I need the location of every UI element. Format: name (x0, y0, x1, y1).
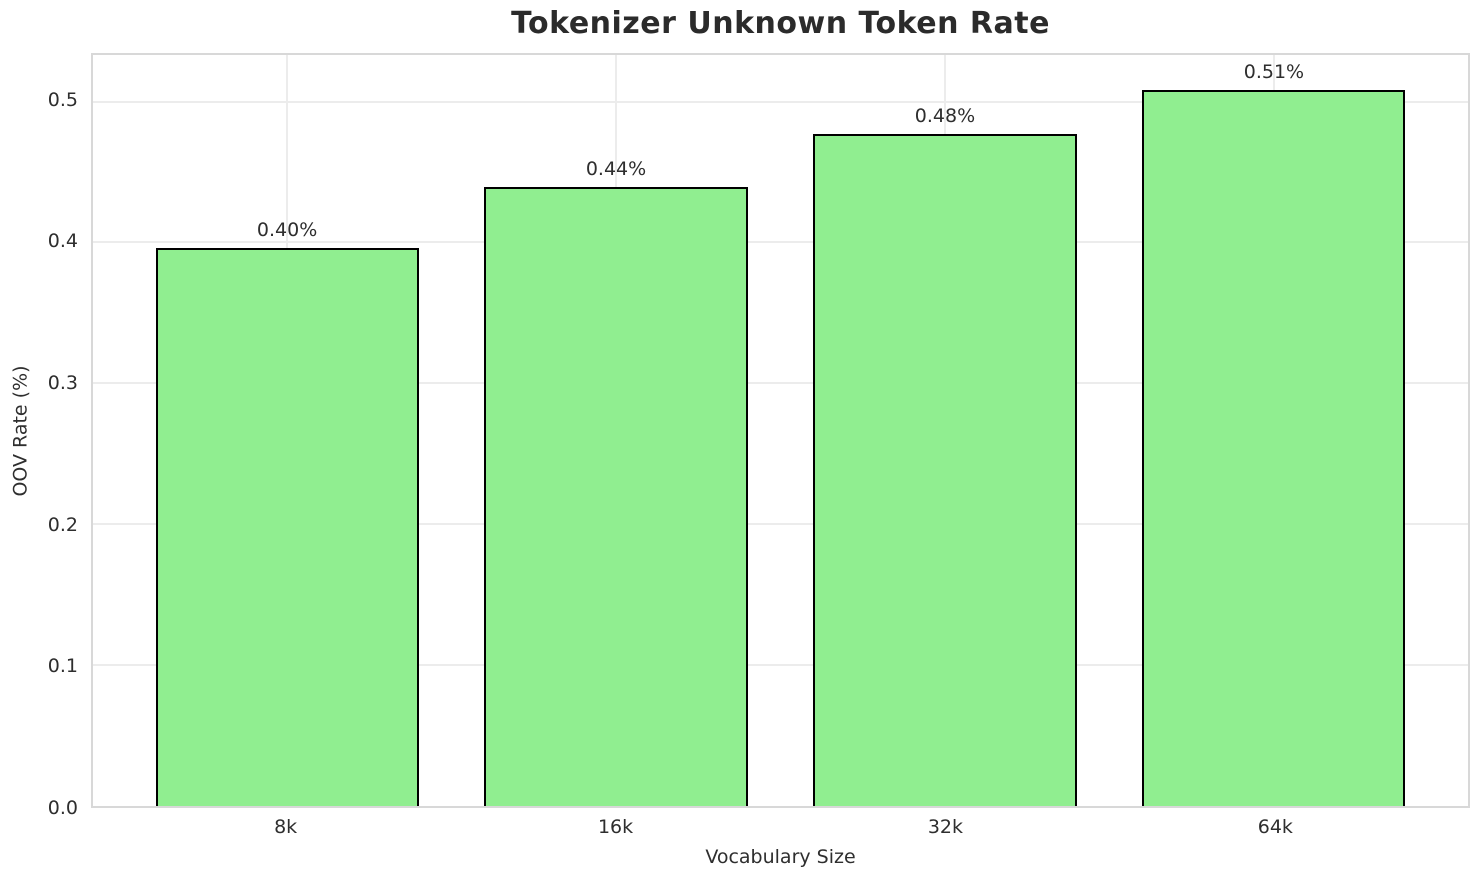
bar-16k (484, 187, 748, 806)
bar-64k (1142, 90, 1406, 806)
x-tick-label: 8k (274, 816, 298, 838)
chart-title: Tokenizer Unknown Token Rate (511, 6, 1050, 41)
gridline-horizontal (93, 100, 1468, 103)
y-tick-label: 0.1 (47, 655, 78, 678)
bar-value-label: 0.48% (914, 104, 976, 127)
y-tick-label: 0.4 (47, 230, 78, 253)
gridline-horizontal (93, 664, 1468, 667)
y-tick-label: 0.5 (47, 88, 78, 111)
x-tick-label: 32k (927, 816, 964, 838)
y-tick-label: 0.0 (47, 797, 78, 819)
x-axis-ticks: 8k 16k 32k 64k (91, 816, 1470, 842)
bar-8k (155, 248, 419, 806)
y-axis-ticks: 0.0 0.1 0.2 0.3 0.4 0.5 (0, 53, 78, 819)
bar-value-label: 0.44% (585, 158, 647, 181)
x-tick-label: 64k (1257, 816, 1293, 838)
x-tick-label: 16k (597, 816, 634, 838)
bar-32k (813, 133, 1077, 806)
x-axis-title: Vocabulary Size (705, 846, 856, 868)
bar-value-label: 0.51% (1243, 61, 1305, 84)
plot-area: 0.40% 0.44% 0.48% 0.51% (91, 53, 1470, 808)
gridline-horizontal (93, 523, 1468, 526)
gridline-horizontal (93, 382, 1468, 385)
bar-value-label: 0.40% (256, 219, 318, 242)
y-tick-label: 0.3 (47, 372, 78, 395)
y-tick-label: 0.2 (47, 513, 78, 536)
gridline-horizontal (93, 241, 1468, 244)
